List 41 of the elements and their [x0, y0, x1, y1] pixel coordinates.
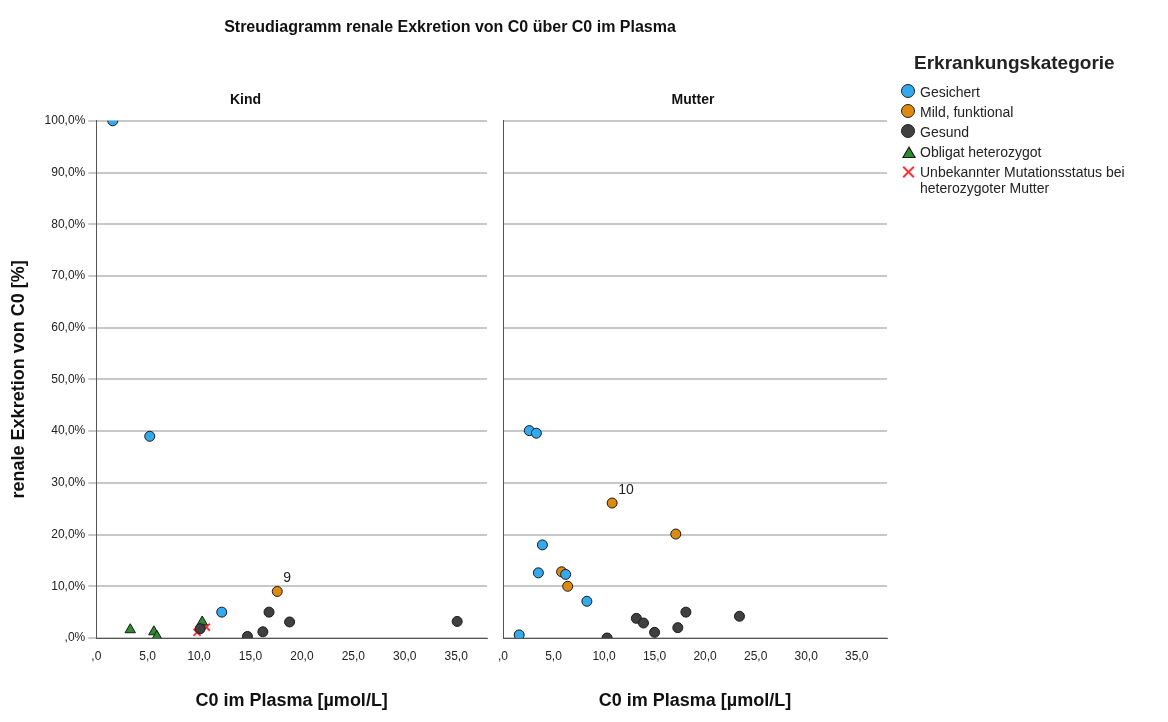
y-tick-label: 20,0% [51, 526, 86, 541]
legend-label: Obligat heterozygot [920, 144, 1042, 160]
x-tick-label: 35,0 [444, 648, 469, 663]
legend-label: Gesund [920, 124, 970, 140]
x-tick-label: 25,0 [743, 648, 768, 663]
annotation: 10 [618, 480, 634, 497]
x-tick-label: 20,0 [693, 648, 718, 663]
x-tick-label: 30,0 [393, 648, 417, 663]
legend-label: Mild, funktional [920, 104, 1014, 120]
x-tick-label: ,0 [498, 648, 509, 663]
y-tick-label: 80,0% [51, 216, 86, 231]
x-tick-label: 15,0 [642, 648, 667, 663]
x-tick-label: 20,0 [290, 648, 314, 663]
y-tick-label: 70,0% [51, 268, 86, 283]
legend-label: Unbekannter Mutationsstatus bei heterozygoter Mutter [920, 164, 1126, 196]
x-tick-label: 35,0 [845, 648, 869, 663]
y-tick-label: 60,0% [51, 319, 86, 334]
y-tick-label: ,0% [64, 630, 86, 645]
chart-subtitle: Mutter [671, 91, 715, 108]
y-tick-label: 50,0% [51, 371, 86, 386]
x-tick-label: ,0 [91, 648, 102, 663]
y-tick-label: 100,0% [44, 113, 86, 128]
chart-title: Streudiagramm renale Exkretion von C0 über C0 im Plasma [223, 18, 677, 36]
y-tick-label: 10,0% [51, 578, 86, 593]
y-tick-label: 40,0% [51, 423, 86, 438]
chart-subtitle: Kind [229, 91, 262, 108]
x-axis-title: C0 im Plasma [µmol/L] [195, 690, 388, 711]
y-tick-label: 90,0% [51, 164, 86, 179]
y-axis-title: renale Exkretion von C0 [%] [7, 260, 28, 499]
annotation: 9 [283, 569, 292, 586]
x-tick-label: 10,0 [592, 648, 617, 663]
x-axis-title: C0 im Plasma [µmol/L] [598, 690, 792, 711]
x-tick-label: 10,0 [187, 648, 212, 663]
x-tick-label: 5,0 [545, 648, 563, 663]
legend-label: Gesichert [920, 84, 980, 100]
x-tick-label: 15,0 [238, 648, 263, 663]
legend-title: Erkrankungskategorie [914, 52, 1116, 74]
y-tick-label: 30,0% [51, 475, 86, 490]
x-tick-label: 25,0 [341, 648, 366, 663]
x-tick-label: 30,0 [794, 648, 819, 663]
x-tick-label: 5,0 [139, 648, 157, 663]
